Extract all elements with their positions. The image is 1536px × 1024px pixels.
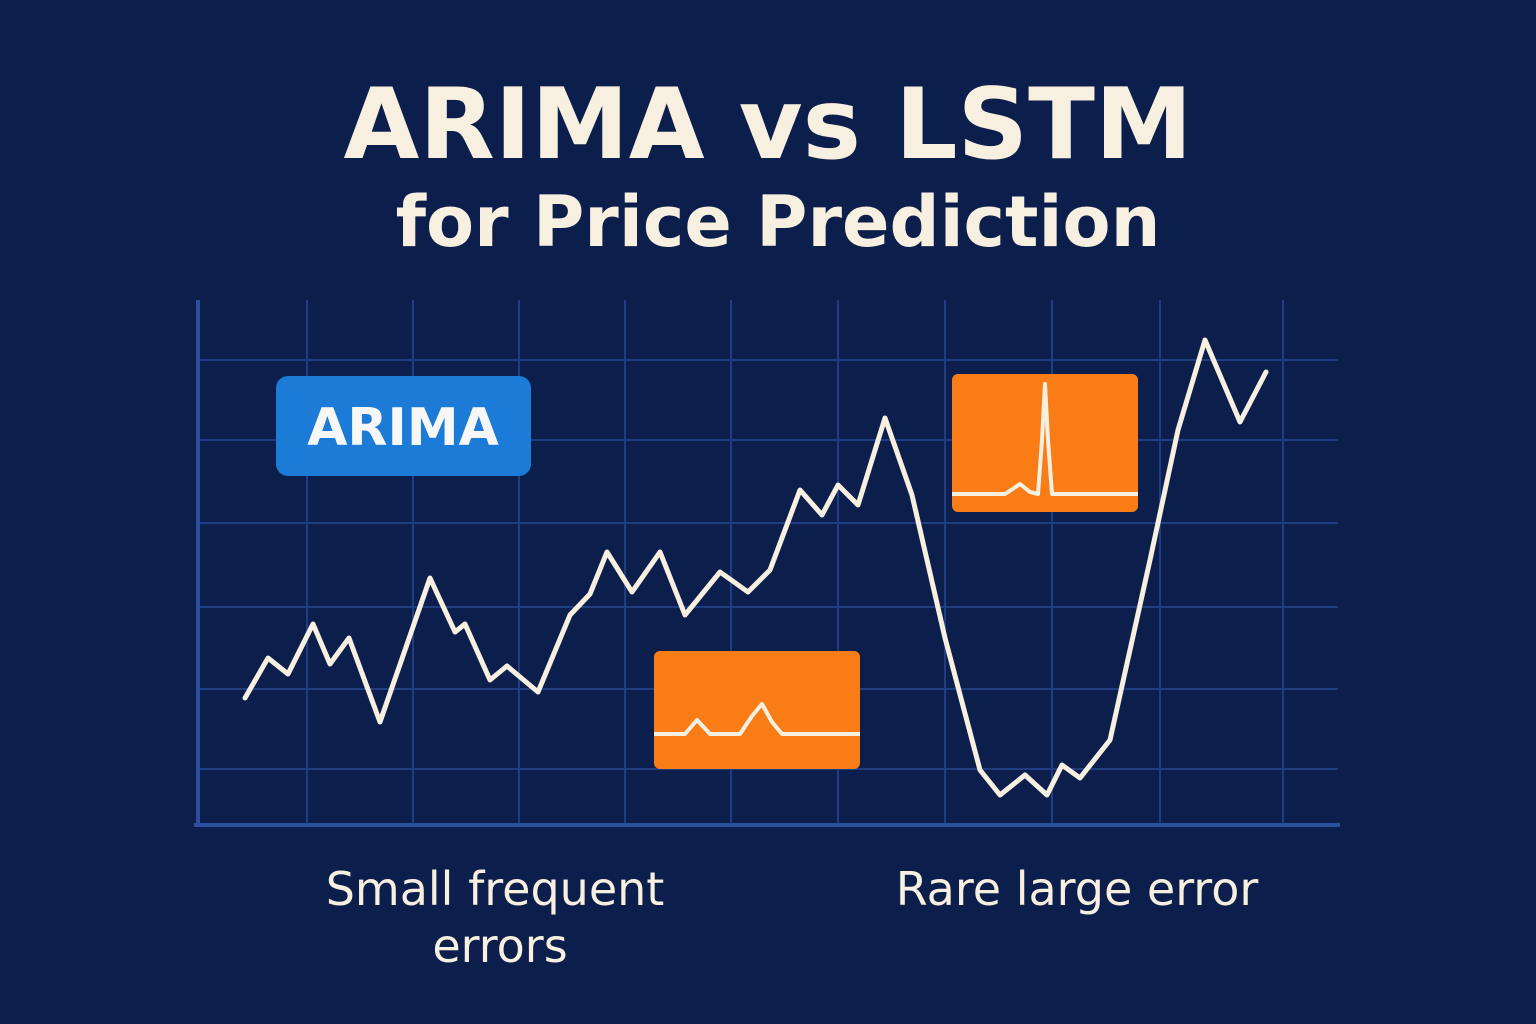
large-error-box — [952, 374, 1138, 512]
caption-right: Rare large error — [896, 862, 1259, 916]
title-line2: for Price Prediction — [396, 181, 1161, 263]
title-line1: ARIMA vs LSTM — [344, 68, 1193, 182]
small-error-icon — [654, 702, 860, 736]
badge-label: ARIMA — [307, 398, 499, 458]
badge — [276, 376, 531, 476]
price-line — [242, 337, 1269, 798]
large-error-icon — [952, 382, 1138, 496]
caption-left-line1: Small frequent — [326, 862, 665, 916]
caption-left-line2: errors — [432, 919, 567, 973]
